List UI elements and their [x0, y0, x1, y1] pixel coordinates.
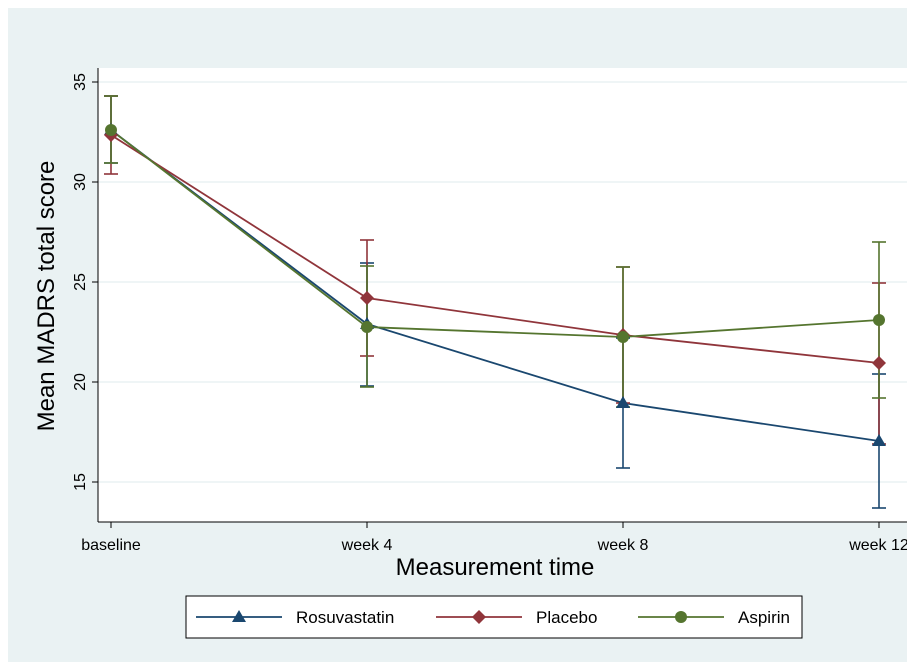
x-tick-label: week 8 — [597, 537, 649, 554]
legend-label-rosuvastatin: Rosuvastatin — [296, 608, 394, 627]
y-tick-label: 35 — [72, 73, 89, 91]
y-tick-label: 25 — [72, 273, 89, 291]
point-rosuvastatin — [616, 396, 630, 408]
x-axis-title: Measurement time — [396, 554, 595, 581]
y-axis-title: Mean MADRS total score — [33, 161, 60, 432]
line-rosuvastatin — [110, 129, 880, 442]
y-axis: 15 20 25 30 35 — [72, 68, 99, 522]
y-tick-label: 30 — [72, 173, 89, 191]
legend-item-aspirin: Aspirin — [638, 608, 790, 627]
line-placebo — [110, 134, 880, 364]
x-axis: baseline week 4 week 8 week 12 — [81, 521, 907, 554]
line-aspirin — [110, 129, 880, 338]
legend-marker-placebo — [472, 610, 486, 624]
gridlines — [98, 81, 907, 483]
legend-item-placebo: Placebo — [436, 608, 597, 627]
legend-label-aspirin: Aspirin — [738, 608, 790, 627]
plot-area — [98, 68, 907, 522]
x-tick-label: week 12 — [848, 537, 907, 554]
y-tick-label: 15 — [72, 473, 89, 491]
legend-item-rosuvastatin: Rosuvastatin — [196, 608, 394, 627]
y-tick-label: 20 — [72, 373, 89, 391]
x-tick-label: week 4 — [341, 537, 393, 554]
point-aspirin — [361, 321, 373, 333]
point-placebo — [872, 356, 886, 370]
point-aspirin — [617, 331, 629, 343]
point-rosuvastatin — [872, 434, 886, 446]
legend-marker-rosuvastatin — [232, 610, 246, 622]
markers-aspirin — [105, 124, 885, 343]
legend-marker-aspirin — [675, 611, 687, 623]
point-placebo — [360, 291, 374, 305]
legend-label-placebo: Placebo — [536, 608, 597, 627]
point-aspirin — [105, 124, 117, 136]
legend: Rosuvastatin Placebo Aspirin — [185, 595, 803, 639]
x-tick-label: baseline — [81, 537, 141, 554]
series-layer — [104, 95, 886, 509]
point-aspirin — [873, 314, 885, 326]
